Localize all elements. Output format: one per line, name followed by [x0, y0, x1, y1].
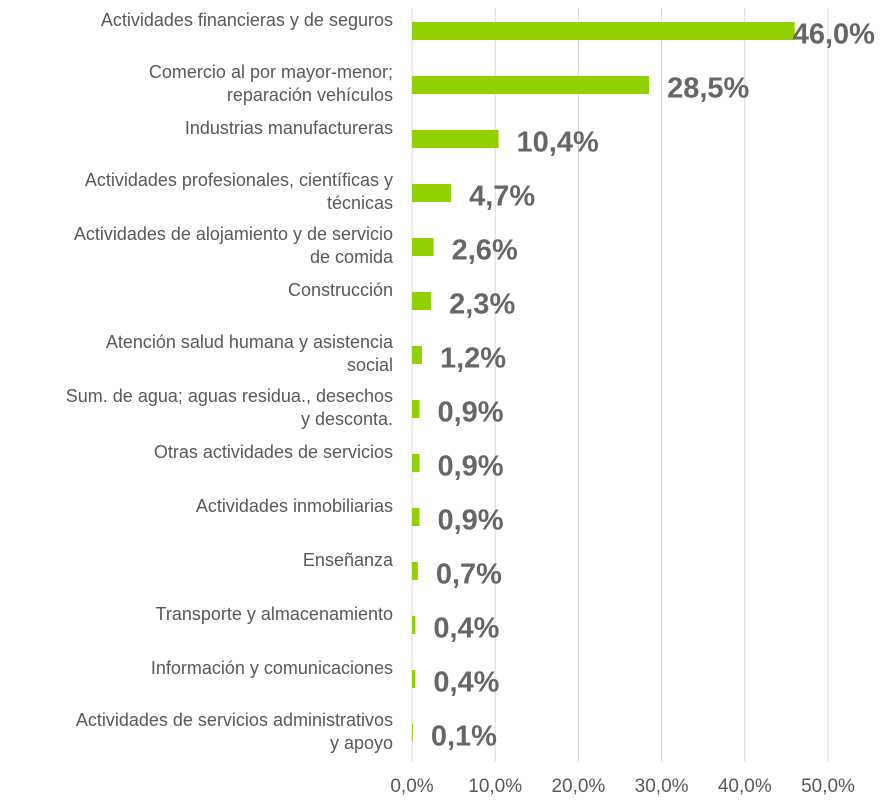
- category-label: Actividades financieras y de seguros: [100, 10, 393, 30]
- bar: [412, 400, 420, 418]
- x-tick-label: 40,0%: [718, 776, 772, 797]
- bar: [412, 22, 795, 40]
- value-label: 2,6%: [452, 235, 518, 267]
- category-label: Atención salud humana y asistencia socia…: [105, 332, 393, 375]
- bar: [412, 184, 452, 202]
- x-tick-label: 30,0%: [635, 776, 689, 797]
- category-label: Actividades inmobiliarias: [195, 496, 393, 516]
- category-label: Comercio al por mayor-menor; reparación …: [148, 62, 393, 105]
- x-tick-label: 20,0%: [551, 776, 605, 797]
- bar: [412, 454, 420, 472]
- category-label: Actividades de servicios administrativos…: [75, 710, 393, 753]
- category-label: Información y comunicaciones: [150, 658, 393, 678]
- category-label: Industrias manufactureras: [184, 118, 393, 138]
- bar: [412, 346, 422, 364]
- bar: [412, 238, 434, 256]
- value-label: 46,0%: [793, 19, 875, 51]
- value-label: 0,9%: [437, 397, 503, 429]
- bar: [412, 130, 499, 148]
- bar: [412, 562, 418, 580]
- category-label: Transporte y almacenamiento: [155, 604, 393, 624]
- category-label: Actividades de alojamiento y de servicio…: [73, 224, 393, 267]
- value-label: 0,4%: [433, 613, 499, 645]
- category-label: Otras actividades de servicios: [153, 442, 393, 462]
- value-label: 28,5%: [667, 73, 749, 105]
- value-label: 0,9%: [437, 451, 503, 483]
- value-label: 4,7%: [469, 181, 535, 213]
- bar: [412, 508, 420, 526]
- x-tick-label: 10,0%: [468, 776, 522, 797]
- x-tick-label: 50,0%: [801, 776, 855, 797]
- value-label: 0,4%: [433, 667, 499, 699]
- x-tick-label: 0,0%: [390, 776, 433, 797]
- bar: [412, 616, 416, 634]
- category-label: Enseñanza: [302, 550, 393, 570]
- bar: [412, 670, 416, 688]
- value-label: 0,9%: [437, 505, 503, 537]
- bar: [412, 724, 413, 742]
- bar: [412, 76, 650, 94]
- value-label: 10,4%: [517, 127, 599, 159]
- value-label: 2,3%: [449, 289, 515, 321]
- category-label: Sum. de agua; aguas residua., desechos y…: [65, 386, 393, 429]
- value-label: 1,2%: [440, 343, 506, 375]
- category-label: Construcción: [287, 280, 393, 300]
- bar: [412, 292, 432, 310]
- category-label: Actividades profesionales, científicas y…: [84, 170, 393, 213]
- value-label: 0,7%: [436, 559, 502, 591]
- value-label: 0,1%: [431, 721, 497, 753]
